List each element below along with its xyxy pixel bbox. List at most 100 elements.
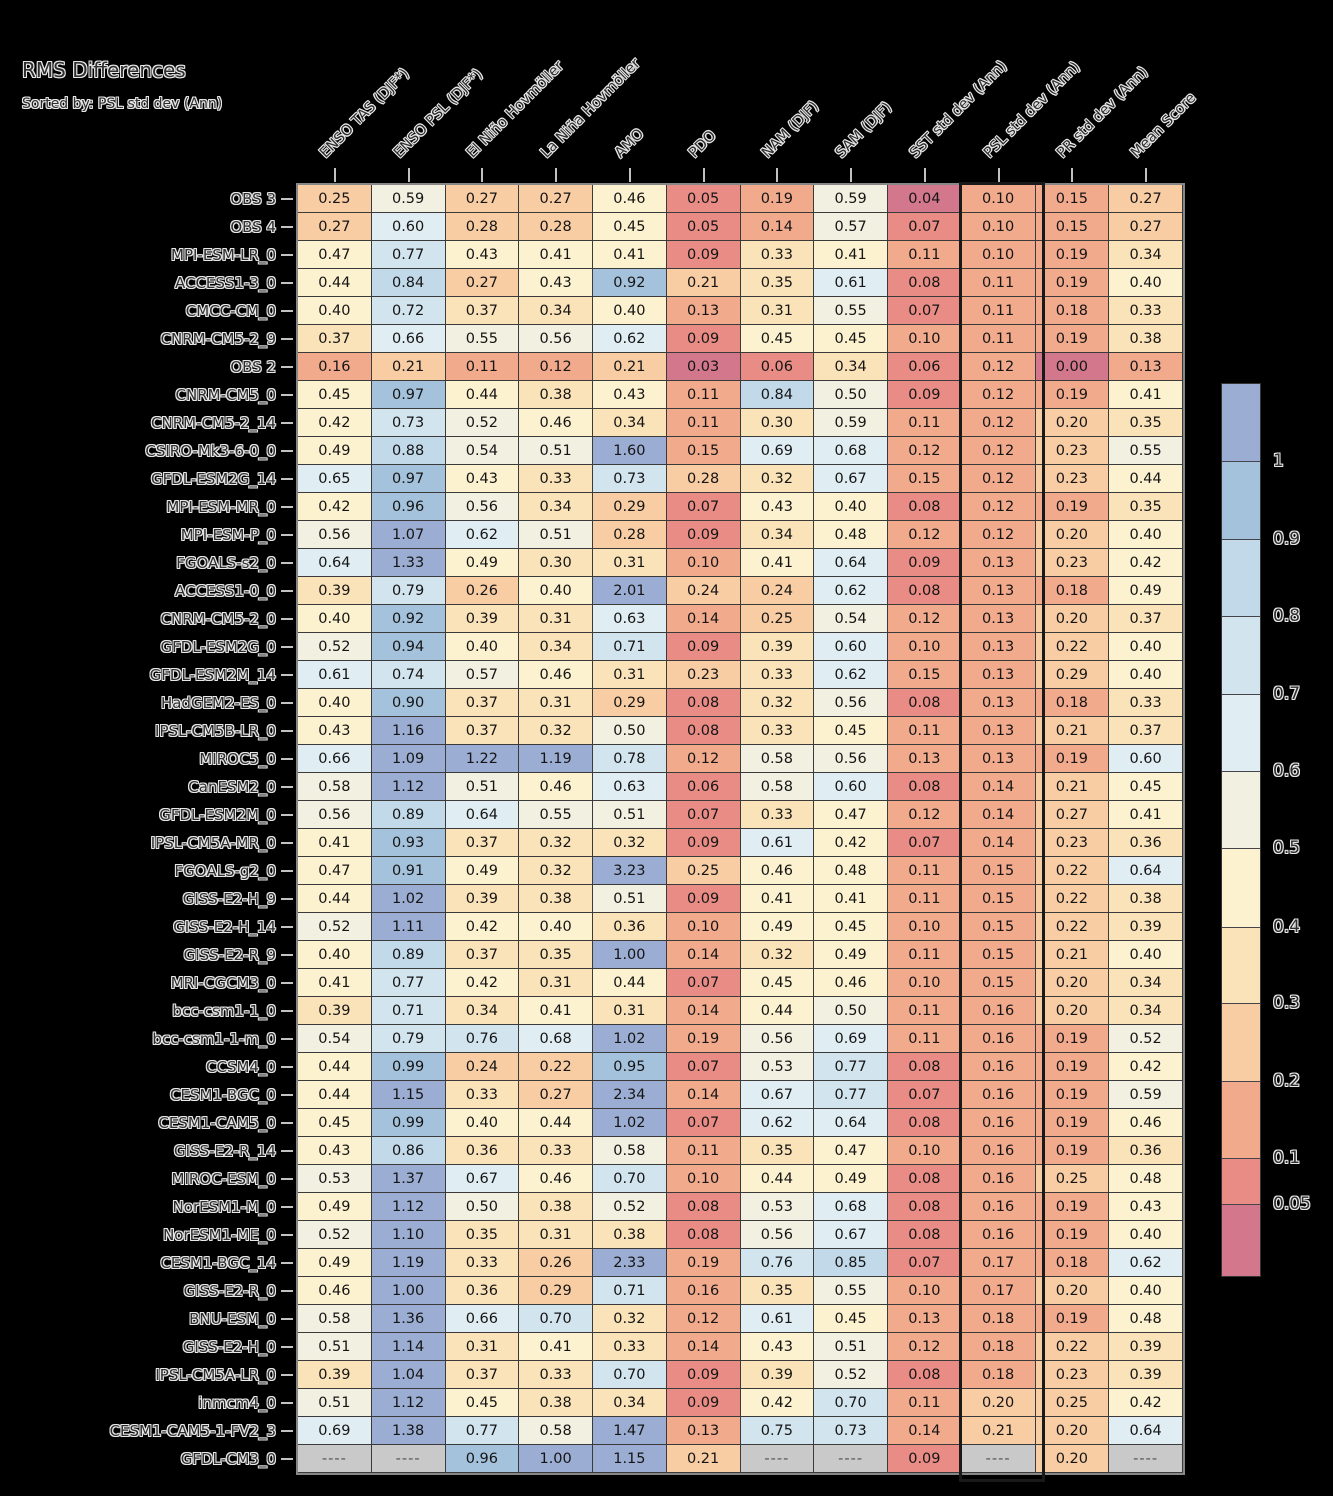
heatmap-cell: 0.40 <box>298 941 372 969</box>
heatmap-cell: 0.33 <box>1109 297 1183 325</box>
heatmap-cell: 1.22 <box>445 745 520 773</box>
heatmap-cell: 0.15 <box>961 857 1036 885</box>
heatmap-cell: 0.11 <box>961 325 1036 353</box>
heatmap-cell: 0.46 <box>1109 1109 1183 1137</box>
column-header: NAM (DJF) <box>759 98 823 162</box>
heatmap-cell: 0.32 <box>519 829 593 857</box>
heatmap-cell: 0.96 <box>445 1445 520 1473</box>
heatmap-cell: 0.10 <box>961 213 1036 241</box>
heatmap-cell: 0.09 <box>666 885 741 913</box>
heatmap-cell: 0.21 <box>1035 773 1110 801</box>
heatmap-cell: 0.36 <box>1109 1137 1183 1165</box>
row-tick <box>281 1038 293 1040</box>
heatmap-cell: 0.35 <box>740 269 815 297</box>
heatmap-cell: 0.18 <box>1035 577 1110 605</box>
row-tick <box>281 282 293 284</box>
heatmap-cell: 0.07 <box>666 801 741 829</box>
heatmap-cell: 0.71 <box>593 1277 667 1305</box>
heatmap-cell: 0.61 <box>740 1305 815 1333</box>
heatmap-cell: 0.77 <box>371 969 446 997</box>
heatmap-cell: 0.35 <box>519 941 593 969</box>
row-tick <box>281 1206 293 1208</box>
heatmap-cell: 0.14 <box>961 801 1036 829</box>
heatmap-cell: 0.08 <box>666 689 741 717</box>
heatmap-cell: 0.34 <box>593 409 667 437</box>
heatmap-cell: 0.20 <box>1035 1417 1110 1445</box>
heatmap-cell: 0.43 <box>445 241 520 269</box>
heatmap-cell: 0.46 <box>593 185 667 213</box>
heatmap-cell: 0.08 <box>888 1361 962 1389</box>
heatmap-cell: 3.23 <box>593 857 667 885</box>
heatmap-cell: 2.01 <box>593 577 667 605</box>
heatmap-cell: 0.00 <box>1035 353 1110 381</box>
heatmap-cell: 0.19 <box>1035 1193 1110 1221</box>
heatmap-cell: 0.44 <box>740 997 815 1025</box>
heatmap-cell: 0.07 <box>666 493 741 521</box>
row-tick <box>281 226 293 228</box>
column-tick <box>923 168 926 182</box>
heatmap-cell: 0.47 <box>298 241 372 269</box>
heatmap-cell: 0.13 <box>961 689 1036 717</box>
heatmap-cell: 0.41 <box>519 997 593 1025</box>
heatmap-cell: 0.52 <box>593 1193 667 1221</box>
colorbar-tick-label: 0.4 <box>1273 917 1301 937</box>
heatmap-cell: 0.42 <box>740 1389 815 1417</box>
heatmap-cell: 0.46 <box>814 969 888 997</box>
heatmap-cell: 0.34 <box>519 297 593 325</box>
heatmap-cell: 0.76 <box>445 1025 520 1053</box>
colorbar-segment <box>1222 772 1260 849</box>
heatmap-cell: 0.62 <box>814 577 888 605</box>
heatmap-cell: 0.86 <box>371 1137 446 1165</box>
heatmap-cell: 0.41 <box>519 1333 593 1361</box>
colorbar-tick-label: 0.9 <box>1273 529 1301 549</box>
heatmap-cell: 0.56 <box>519 325 593 353</box>
row-tick <box>281 758 293 760</box>
heatmap-cell: 0.36 <box>445 1137 520 1165</box>
heatmap-cell: 0.88 <box>371 437 446 465</box>
heatmap-cell: 0.71 <box>593 633 667 661</box>
heatmap-cell: 0.22 <box>1035 885 1110 913</box>
row-label: GFDL-ESM2M_0 <box>159 806 276 824</box>
row-tick <box>281 674 293 676</box>
heatmap-cell: 0.03 <box>666 353 741 381</box>
heatmap-cell: 0.89 <box>371 801 446 829</box>
heatmap-cell: 0.37 <box>445 717 520 745</box>
heatmap-cell: 0.12 <box>519 353 593 381</box>
heatmap-cell: 1.15 <box>371 1081 446 1109</box>
heatmap-cell: 0.35 <box>740 1137 815 1165</box>
row-tick <box>281 618 293 620</box>
column-tick <box>776 168 779 182</box>
heatmap-cell: 0.15 <box>666 437 741 465</box>
heatmap-cell: 0.34 <box>1109 969 1183 997</box>
heatmap-cell: 0.11 <box>961 297 1036 325</box>
heatmap-cell: 0.99 <box>371 1109 446 1137</box>
heatmap-cell: 0.08 <box>888 1221 962 1249</box>
heatmap-cell: 0.55 <box>1109 437 1183 465</box>
heatmap-cell: 0.64 <box>814 1109 888 1137</box>
row-label: CESM1-CAM5-1-FV2_3 <box>109 1422 276 1440</box>
heatmap-cell: 0.45 <box>814 1305 888 1333</box>
heatmap-cell: 0.21 <box>1035 941 1110 969</box>
heatmap-cell: 0.08 <box>888 577 962 605</box>
row-label: CNRM-CM5-2_9 <box>160 330 276 348</box>
heatmap-cell: 0.39 <box>740 1361 815 1389</box>
heatmap-cell: 0.77 <box>814 1053 888 1081</box>
heatmap-cell: 0.10 <box>961 241 1036 269</box>
heatmap-cell: 0.63 <box>593 773 667 801</box>
heatmap-cell: 1.09 <box>371 745 446 773</box>
colorbar-tick-label: 0.1 <box>1273 1148 1301 1168</box>
row-tick <box>281 366 293 368</box>
heatmap-cell: 0.13 <box>961 605 1036 633</box>
heatmap-cell: 0.46 <box>740 857 815 885</box>
heatmap-cell: 0.40 <box>298 689 372 717</box>
heatmap-cell: 0.38 <box>593 1221 667 1249</box>
heatmap-cell: 0.13 <box>961 745 1036 773</box>
heatmap-cell: 0.20 <box>1035 997 1110 1025</box>
colorbar-tick-label: 0.5 <box>1273 838 1301 858</box>
heatmap-cell: 0.42 <box>1109 1053 1183 1081</box>
heatmap-cell: 0.08 <box>888 1165 962 1193</box>
heatmap-cell: 0.19 <box>1035 241 1110 269</box>
heatmap-cell: 0.25 <box>1035 1389 1110 1417</box>
row-label: GFDL-ESM2G_0 <box>160 638 276 656</box>
row-label: BNU-ESM_0 <box>189 1310 276 1328</box>
